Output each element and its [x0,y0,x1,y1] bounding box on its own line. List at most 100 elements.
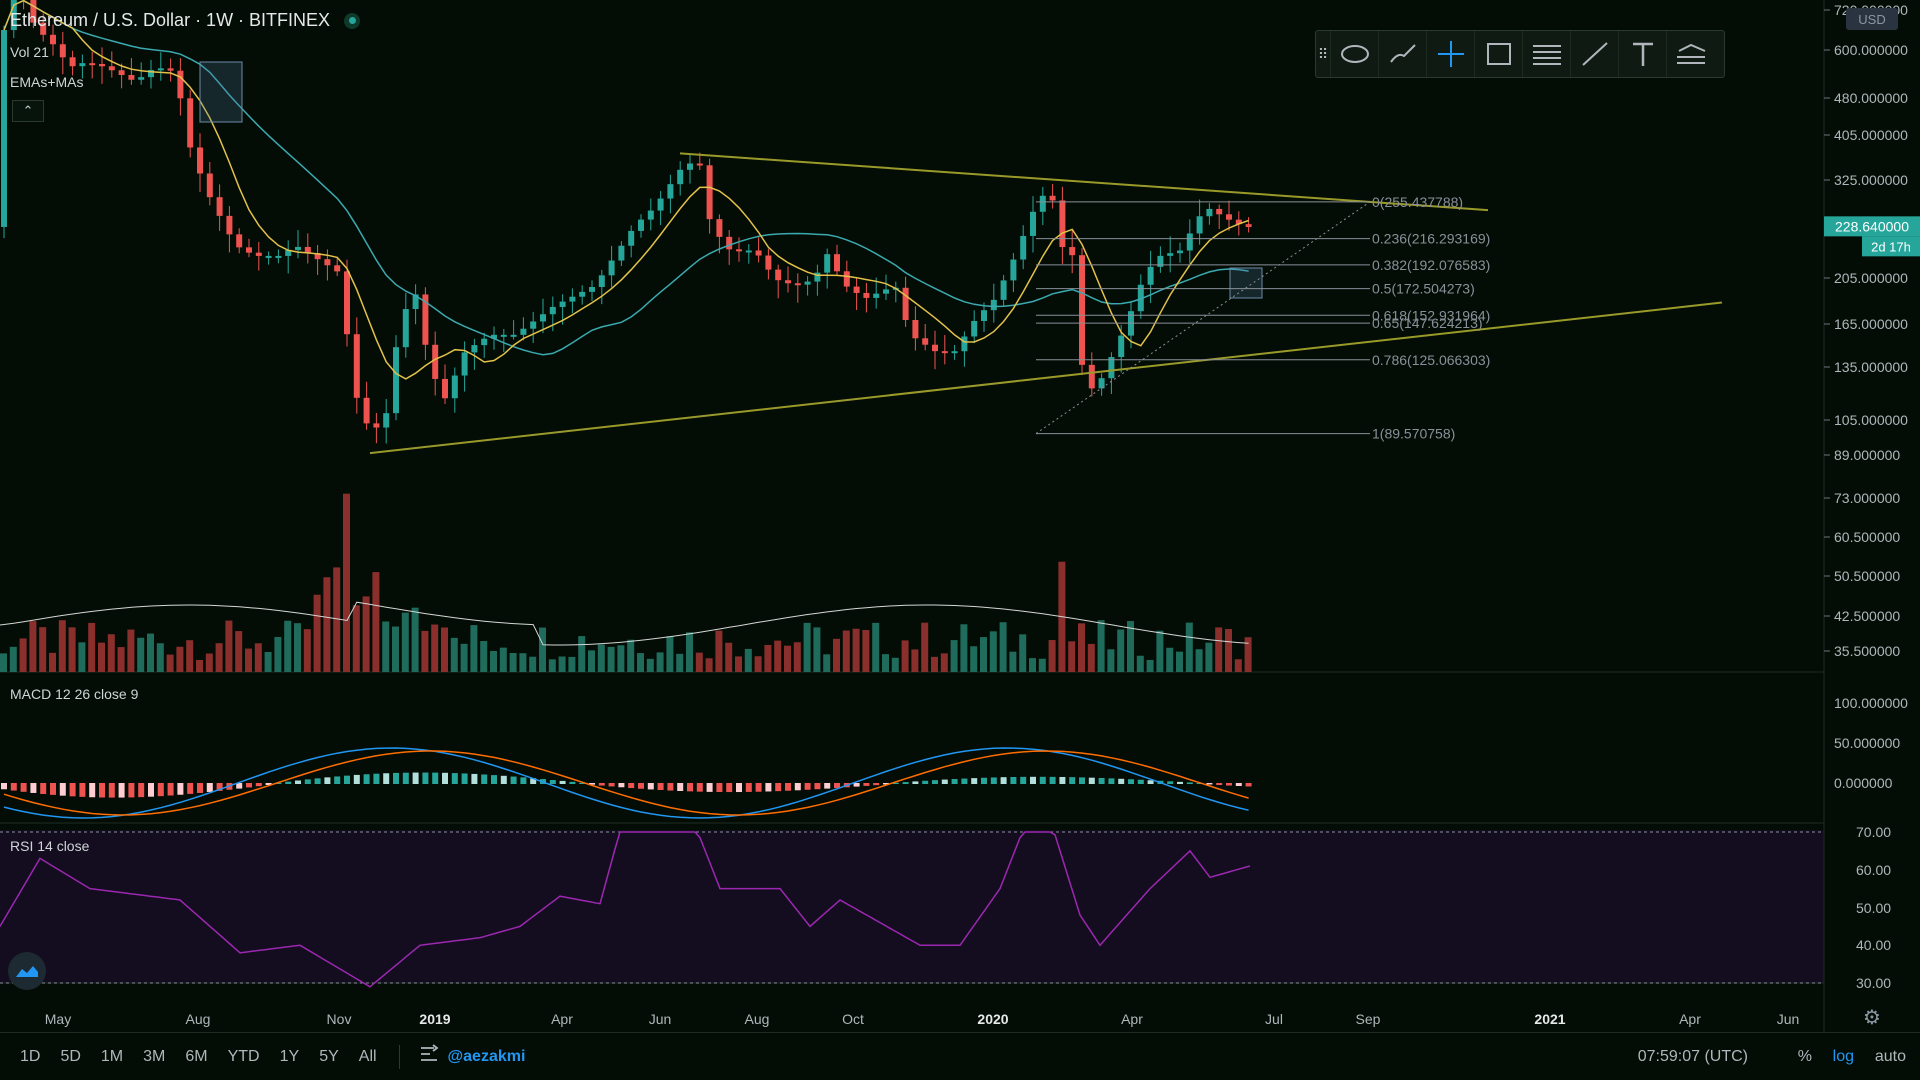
utc-clock[interactable]: 07:59:07 (UTC) [1637,1047,1748,1065]
candle-body [863,292,870,298]
macd-pane[interactable] [0,673,1824,823]
range-1d-button[interactable]: 1D [20,1047,41,1065]
volume-bar [205,653,213,672]
range-5d-button[interactable]: 5D [60,1047,81,1065]
rsi-legend[interactable]: RSI 14 close [10,838,90,854]
volume-bar [980,637,987,672]
volume-bar [705,658,713,672]
volume-bar [1234,659,1242,672]
candle-body [40,22,47,35]
macd-histogram-bar [549,779,556,784]
trend-line-tool-icon[interactable] [1570,31,1618,77]
volume-bar [196,659,203,672]
candle-body [1118,335,1125,358]
volume-bar [1107,649,1115,672]
volume-ma-line [0,601,1249,646]
range-6m-button[interactable]: 6M [185,1047,208,1065]
rsi-line [0,831,1251,988]
candle-body [1088,364,1095,389]
support-trend-line [369,301,1723,455]
volume-bar [1146,659,1154,672]
price-axis-label: 480.000000 [1834,90,1908,106]
candle-body [442,378,448,399]
tradingview-logo-icon[interactable] [8,952,46,990]
macd-histogram-bar [1108,778,1115,784]
fib-level-label: 0.618(152.931964) [1372,307,1490,323]
price-axis[interactable]: 720.000000600.000000480.000000405.000000… [1824,2,1920,1029]
time-axis[interactable]: May Aug Nov 2019 Apr Jun Aug Oct 2020 Apr Jul Sep 20… [45,1011,1800,1027]
crosshair-tool-icon[interactable] [1426,31,1474,77]
macd-histogram-bar [589,783,595,785]
macd-histogram-bar [912,781,919,784]
candle-body [128,75,135,80]
volume-bar [744,648,752,672]
volume-legend[interactable]: Vol 21 [10,44,49,60]
log-scale-button[interactable]: log [1832,1047,1854,1065]
volume-bar [950,640,958,672]
candle-body [755,250,762,256]
range-1y-button[interactable]: 1Y [279,1047,300,1065]
candle-body [834,254,840,272]
drawing-toolbar[interactable]: ⠿ [1315,30,1725,78]
fib-tool-icon[interactable] [1522,31,1570,77]
compare-icon[interactable] [418,1044,440,1069]
macd-histogram-bar [530,778,537,784]
macd-histogram-bar [1010,776,1017,784]
range-all-button[interactable]: All [358,1047,377,1065]
macd-histogram-bar [559,780,566,784]
fib-level-label: 0.382(192.076583) [1372,257,1490,273]
candle-body [89,63,96,66]
chart-area[interactable]: 0(255.437788) 0.236(216.293169) 0.382(192.… [0,0,1920,1032]
rsi-pane[interactable] [0,830,1824,983]
ema-legend[interactable]: EMAs+MAs [10,74,84,90]
macd-histogram-bar [834,783,840,788]
candle-body [1079,255,1085,365]
macd-histogram-bar [1098,778,1105,784]
range-1m-button[interactable]: 1M [100,1047,124,1065]
candle-body [902,287,909,321]
candle-body [814,272,821,282]
pattern-tool-icon[interactable] [1666,31,1714,77]
candle-body [471,345,478,353]
range-5y-button[interactable]: 5Y [319,1047,339,1065]
percent-scale-button[interactable]: % [1797,1047,1812,1065]
chart-title: Ethereum / U.S. Dollar · 1W · BITFINEX [10,10,331,30]
macd-histogram-bar [108,783,115,798]
volume-bar [872,622,880,672]
range-3m-button[interactable]: 3M [143,1047,166,1065]
rsi-axis-label: 30.00 [1856,975,1891,991]
rsi-axis-label: 50.00 [1856,900,1891,916]
price-pane[interactable] [0,0,1824,672]
macd-histogram-bar [765,783,772,792]
volume-bar [450,637,458,672]
grip-icon[interactable]: ⠿ [1317,45,1329,62]
volume-bar [117,647,125,672]
shape-tool-icon[interactable] [1330,31,1378,77]
volume-bar [343,493,350,672]
volume-bar [931,656,938,672]
macd-histogram-bar [971,778,978,784]
volume-bar [1176,651,1183,672]
time-axis-label: Apr [1121,1011,1143,1027]
volume-bar [323,577,331,672]
text-tool-icon[interactable] [1618,31,1666,77]
volume-bar [78,642,86,672]
brush-tool-icon[interactable] [1378,31,1426,77]
candle-body [30,0,37,23]
volume-bar [842,630,850,672]
rectangle-tool-icon[interactable] [1474,31,1522,77]
volume-bar [1038,658,1046,672]
volume-bar [392,626,399,672]
range-ytd-button[interactable]: YTD [227,1047,260,1065]
macd-histogram-bar [824,783,831,789]
candle-body [657,198,664,211]
candle-body [373,423,380,428]
volume-bar [656,652,664,672]
volume-bar [558,656,566,672]
candle-body [1059,200,1066,248]
chart-title-row: Ethereum / U.S. Dollar · 1W · BITFINEX [10,10,361,31]
collapse-legend-button[interactable]: ⌃ [12,100,44,122]
macd-legend[interactable]: MACD 12 26 close 9 [10,686,139,702]
auto-scale-button[interactable]: auto [1874,1047,1906,1065]
macd-histogram-bar [726,783,733,793]
